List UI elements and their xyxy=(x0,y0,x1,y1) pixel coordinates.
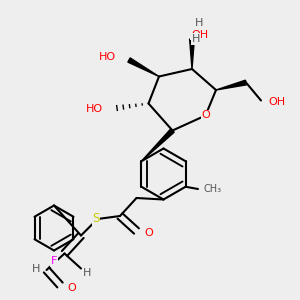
Polygon shape xyxy=(216,80,247,90)
Text: H: H xyxy=(82,268,91,278)
Polygon shape xyxy=(128,58,159,76)
Text: HO: HO xyxy=(98,52,116,62)
Text: O: O xyxy=(201,110,210,121)
Text: H: H xyxy=(32,263,40,274)
Text: O: O xyxy=(144,227,153,238)
Text: F: F xyxy=(51,256,57,266)
Text: HO: HO xyxy=(86,104,103,115)
Text: H: H xyxy=(192,34,200,44)
Text: OH: OH xyxy=(191,29,208,40)
Text: H: H xyxy=(195,17,204,28)
Text: CH₃: CH₃ xyxy=(203,184,221,194)
Text: OH: OH xyxy=(268,97,286,107)
Polygon shape xyxy=(190,39,194,69)
Text: S: S xyxy=(92,212,100,226)
Text: O: O xyxy=(68,283,76,293)
Polygon shape xyxy=(141,129,174,161)
